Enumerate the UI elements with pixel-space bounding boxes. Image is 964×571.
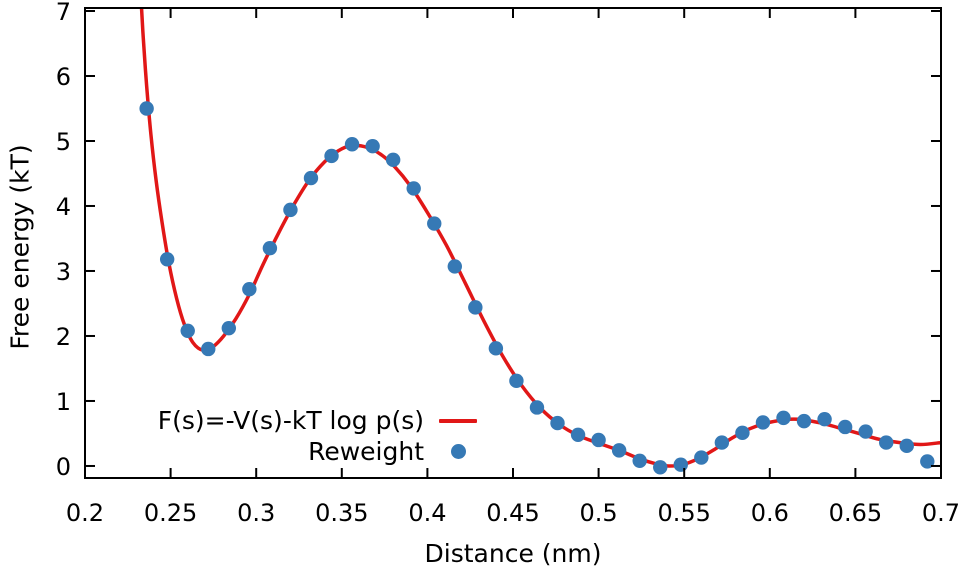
reweight-point	[509, 373, 524, 389]
legend-entry-line: F(s)=-V(s)-kT log p(s)	[158, 405, 480, 436]
reweight-point	[858, 424, 873, 439]
y-tick-label: 2	[56, 323, 71, 351]
reweight-point	[221, 320, 237, 336]
reweight-point	[714, 435, 730, 450]
x-tick-label: 0.45	[486, 499, 539, 527]
y-tick-label: 0	[56, 453, 71, 481]
reweight-point	[303, 170, 319, 186]
reweight-point	[365, 138, 380, 154]
x-tick-label: 0.6	[751, 499, 789, 527]
reweight-point	[283, 202, 298, 218]
blue-dot-sample	[450, 444, 466, 459]
reweight-point	[159, 252, 175, 267]
reweight-point	[755, 415, 771, 430]
legend-entry-points: Reweight	[158, 436, 480, 467]
x-axis-title: Distance (nm)	[424, 539, 602, 568]
reweight-point	[570, 427, 586, 442]
legend: F(s)=-V(s)-kT log p(s) Reweight	[158, 405, 480, 467]
y-tick-label: 1	[56, 388, 71, 416]
reweight-point	[550, 415, 565, 431]
y-tick-label: 5	[56, 128, 71, 156]
reweight-point	[385, 152, 401, 168]
reweight-point	[180, 323, 195, 338]
reweight-point	[242, 281, 257, 297]
y-tick-label: 4	[56, 193, 71, 221]
legend-label-points: Reweight	[308, 437, 424, 466]
reweight-point	[611, 443, 627, 458]
x-tick-label: 0.55	[657, 499, 710, 527]
x-tick-label: 0.35	[315, 499, 368, 527]
x-tick-label: 0.5	[580, 499, 618, 527]
reweight-point	[673, 457, 688, 472]
reweight-point	[406, 181, 421, 196]
reweight-point	[735, 425, 750, 441]
legend-label-line: F(s)=-V(s)-kT log p(s)	[157, 406, 424, 435]
reweight-point	[837, 419, 853, 435]
reweight-point	[447, 259, 462, 274]
y-tick-label: 3	[56, 258, 71, 286]
x-tick-label: 0.2	[66, 499, 104, 527]
y-tick-label: 7	[56, 0, 71, 26]
reweight-point	[694, 450, 709, 465]
reweight-point	[899, 438, 914, 454]
reweight-point	[324, 148, 339, 164]
reweight-point	[817, 411, 832, 427]
reweight-point	[776, 410, 791, 426]
x-tick-label: 0.4	[408, 499, 446, 527]
x-tick-label: 0.7	[922, 499, 960, 527]
x-tick-label: 0.3	[237, 499, 275, 527]
legend-marker-box	[436, 411, 480, 431]
y-tick-label: 6	[56, 63, 71, 91]
reweight-point	[796, 413, 812, 429]
reweight-point	[591, 432, 606, 448]
legend-marker-box	[436, 442, 480, 462]
y-axis-title: Free energy (kT)	[5, 144, 35, 350]
reweight-point	[262, 241, 278, 256]
reweight-point	[632, 453, 647, 468]
reweight-point	[529, 400, 545, 415]
reweight-point	[488, 341, 504, 356]
x-tick-label: 0.65	[829, 499, 882, 527]
red-line-sample	[439, 418, 477, 423]
reweight-point	[201, 341, 216, 357]
reweight-point	[468, 300, 483, 315]
x-tick-label: 0.25	[144, 499, 197, 527]
reweight-point	[879, 435, 894, 450]
reweight-point	[653, 460, 668, 475]
reweight-point	[344, 137, 360, 152]
reweight-point	[139, 101, 154, 116]
reweight-point	[920, 454, 935, 469]
reweight-point	[427, 216, 442, 231]
free-energy-curve	[139, 8, 941, 468]
